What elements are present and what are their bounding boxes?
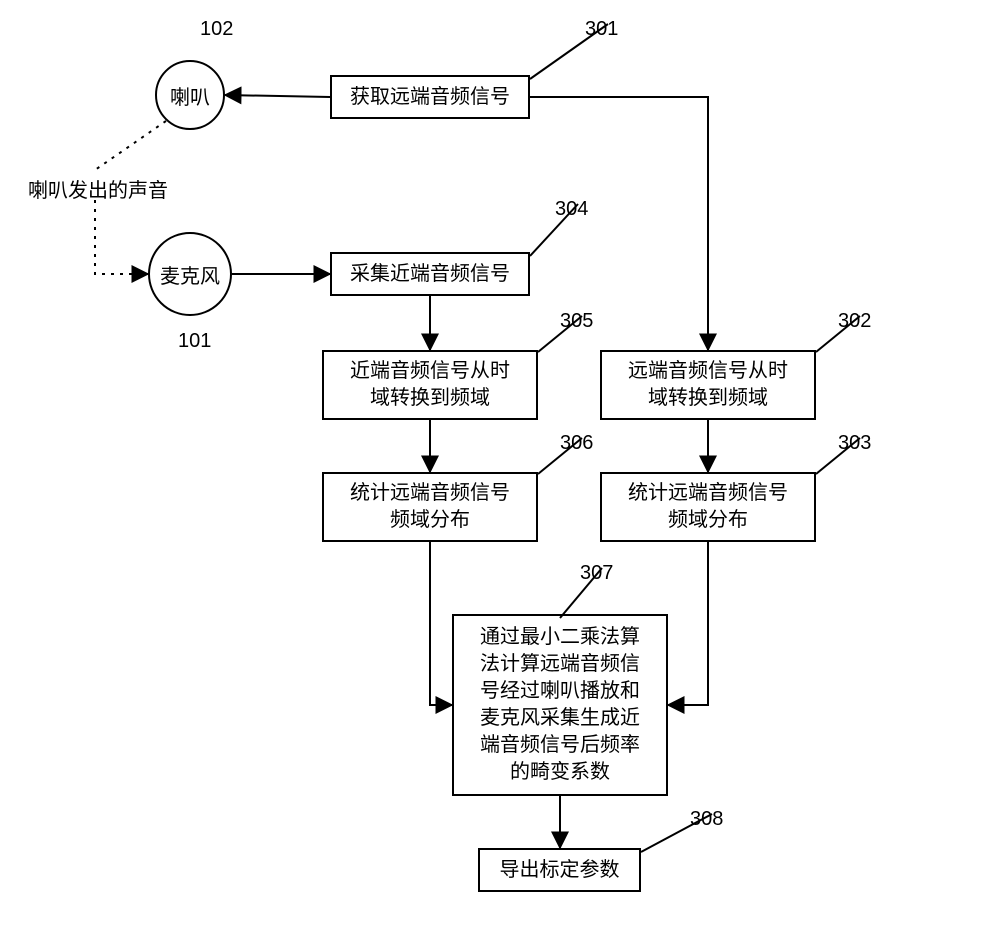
tag-n307: 307: [580, 562, 613, 585]
tag-n305: 305: [560, 310, 593, 333]
tag-n308: 308: [690, 808, 723, 831]
node-n307: 通过最小二乘法算法计算远端音频信号经过喇叭播放和麦克风采集生成近端音频信号后频率…: [452, 614, 668, 796]
node-n304: 采集近端音频信号: [330, 252, 530, 296]
tag-speaker: 102: [200, 18, 233, 41]
node-mic: 麦克风: [148, 232, 232, 316]
node-n303: 统计远端音频信号频域分布: [600, 472, 816, 542]
node-n305: 近端音频信号从时域转换到频域: [322, 350, 538, 420]
tag-n301: 301: [585, 18, 618, 41]
node-n306: 统计远端音频信号频域分布: [322, 472, 538, 542]
tag-n303: 303: [838, 432, 871, 455]
side-label: 喇叭发出的声音: [28, 174, 168, 203]
tag-n302: 302: [838, 310, 871, 333]
node-n301: 获取远端音频信号: [330, 75, 530, 119]
tag-n306: 306: [560, 432, 593, 455]
node-speaker: 喇叭: [155, 60, 225, 130]
flowchart-canvas: 喇叭 102 麦克风 101 获取远端音频信号 301 采集近端音频信号 304 近端音频信号从…: [0, 0, 1000, 949]
tag-n304: 304: [555, 198, 588, 221]
node-n302: 远端音频信号从时域转换到频域: [600, 350, 816, 420]
node-n308: 导出标定参数: [478, 848, 641, 892]
tag-mic: 101: [178, 330, 211, 353]
